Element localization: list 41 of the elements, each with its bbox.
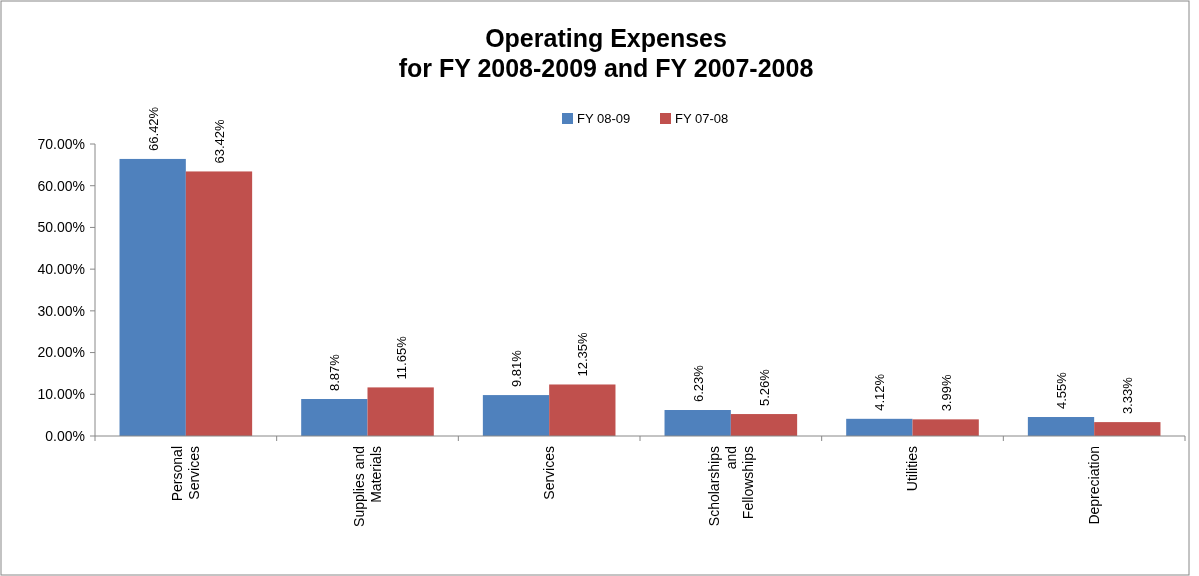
y-tick-label: 30.00% <box>37 302 85 319</box>
data-label: 6.23% <box>690 364 706 403</box>
data-label: 4.55% <box>1054 371 1070 410</box>
bar <box>730 414 798 436</box>
data-label: 3.99% <box>938 374 954 412</box>
y-tick-label: 60.00% <box>37 177 85 194</box>
x-tick-label: Scholarships and Fellowships <box>705 446 756 527</box>
bar <box>1027 417 1095 436</box>
bar <box>482 395 550 436</box>
y-tick-label: 70.00% <box>37 135 85 152</box>
data-label: 12.35% <box>575 331 591 377</box>
data-label: 63.42% <box>211 118 227 164</box>
x-tick-label: Depreciation <box>1086 446 1103 525</box>
x-tick-label: Utilities <box>904 446 921 492</box>
y-tick-label: 50.00% <box>37 219 85 236</box>
data-label: 8.87% <box>327 353 343 391</box>
x-tick-label: Personal Services <box>169 446 203 502</box>
bar <box>549 384 616 436</box>
data-label: 66.42% <box>145 106 161 151</box>
x-tick-label: Supplies and Materials <box>351 446 384 527</box>
y-tick-label: 0.00% <box>45 427 85 444</box>
data-label: 4.12% <box>872 373 888 411</box>
bar <box>846 418 913 436</box>
legend-label: FY 07-08 <box>675 111 729 126</box>
y-tick-label: 10.00% <box>37 386 85 403</box>
data-label: 11.65% <box>393 335 409 380</box>
data-label: 3.33% <box>1120 376 1136 415</box>
data-label: 9.81% <box>509 349 525 388</box>
legend-label: FY 08-09 <box>577 111 631 126</box>
bar <box>367 387 434 436</box>
x-tick-label: Services <box>541 446 558 500</box>
bar <box>301 399 368 436</box>
bar <box>1094 422 1161 436</box>
y-tick-label: 40.00% <box>37 261 85 278</box>
chart-title: Operating Expenses for FY 2008-2009 and FY 2007-2008 <box>398 24 814 82</box>
bar <box>185 171 253 436</box>
bar <box>912 419 979 436</box>
data-label: 5.26% <box>756 368 772 407</box>
bar <box>664 410 731 436</box>
bar <box>119 158 186 436</box>
y-tick-label: 20.00% <box>37 344 85 361</box>
